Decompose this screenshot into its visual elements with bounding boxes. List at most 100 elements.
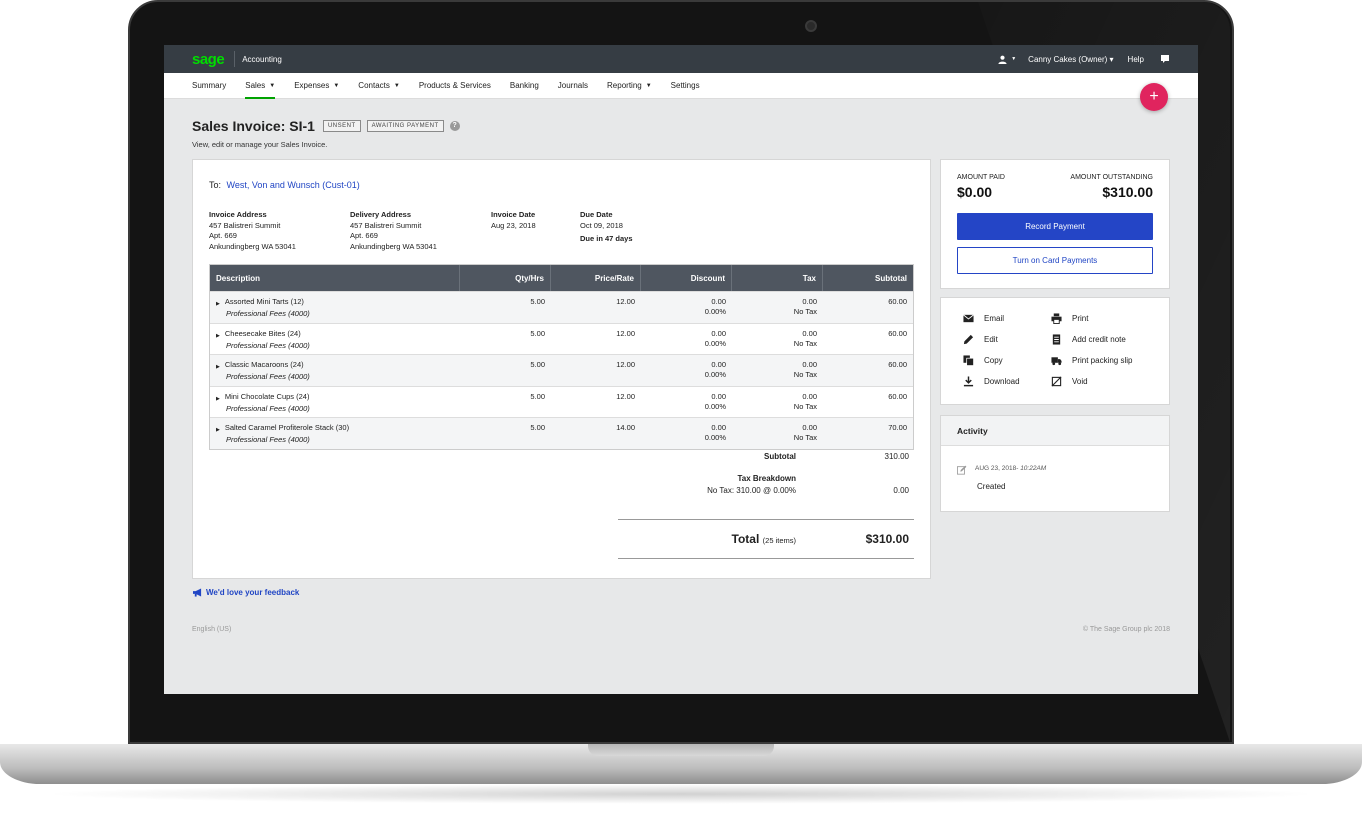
discount-cell: 0.00 0.00% [704, 328, 726, 348]
address-line: Ankundingberg WA 53041 [350, 241, 437, 251]
nav-settings[interactable]: Settings [670, 81, 700, 90]
chat-icon[interactable] [1160, 54, 1170, 64]
total-value: $310.00 [865, 532, 909, 546]
nav-reporting[interactable]: Reporting ▼ [607, 81, 652, 90]
laptop-notch [588, 744, 774, 756]
nav-products-services[interactable]: Products & Services [418, 81, 491, 90]
tax-line-value: 0.00 [893, 486, 909, 495]
table-row[interactable]: ▶ Mini Chocolate Cups (24) Professional Fe… [210, 385, 913, 418]
price-cell: 12.00 [616, 297, 635, 306]
expand-row-icon[interactable]: ▶ [216, 427, 220, 433]
delivery-address-heading: Delivery Address [350, 210, 412, 219]
user-icon [998, 55, 1007, 64]
copy-action[interactable]: Copy [963, 355, 1003, 366]
create-new-button[interactable]: + [1140, 83, 1168, 111]
table-row[interactable]: ▶ Classic Macaroons (24) Professional Fees… [210, 354, 913, 386]
laptop-shadow [40, 784, 1322, 804]
table-row[interactable]: ▶ Cheesecake Bites (24) Professional Fees … [210, 322, 913, 355]
table-row[interactable]: ▶ Assorted Mini Tarts (12) Professional Fe… [210, 291, 913, 323]
print-packing-slip-action[interactable]: Print packing slip [1051, 355, 1132, 366]
col-tax: Tax [732, 265, 823, 291]
to-label: To: [209, 180, 222, 190]
invoice-address-heading: Invoice Address [209, 210, 267, 219]
tax-breakdown-label: Tax Breakdown [737, 474, 796, 483]
business-switcher[interactable]: Canny Cakes (Owner) ▾ [1028, 54, 1114, 64]
expand-row-icon[interactable]: ▶ [216, 332, 220, 339]
item-name: Salted Caramel Profiterole Stack (30) [224, 423, 350, 432]
item-name: Mini Chocolate Cups (24) [224, 391, 310, 401]
ledger-account: Professional Fees (4000) [226, 435, 310, 444]
add-credit-note-action[interactable]: Add credit note [1051, 334, 1126, 345]
table-header: Description Qty/Hrs Price/Rate Discount … [210, 265, 913, 291]
item-name: Classic Macaroons (24) [224, 360, 304, 369]
due-date: Due Date Oct 09, 2018 Due in 47 days [580, 210, 633, 245]
nav-journals[interactable]: Journals [557, 81, 589, 90]
discount-cell: 0.00 0.00% [704, 423, 726, 442]
expand-row-icon[interactable]: ▶ [216, 301, 220, 307]
tax-cell: 0.00 No Tax [793, 297, 817, 316]
amount-paid-label: AMOUNT PAID [957, 174, 1005, 181]
tax-cell: 0.00 No Tax [793, 391, 817, 411]
ledger-account: Professional Fees (4000) [226, 372, 310, 381]
download-action[interactable]: Download [963, 376, 1020, 387]
col-description: Description [210, 265, 460, 291]
record-payment-button[interactable]: Record Payment [957, 213, 1153, 240]
help-icon[interactable]: ? [449, 121, 460, 131]
customer-row: To: West, Von and Wunsch (Cust-01) [209, 180, 360, 190]
logo-divider [234, 51, 236, 67]
feedback-link[interactable]: We'd love your feedback [192, 588, 299, 597]
subtotal-cell: 60.00 [888, 360, 907, 369]
user-menu[interactable]: ▼ [998, 55, 1016, 64]
document-icon [1052, 334, 1061, 345]
subtotal-cell: 60.00 [888, 328, 907, 338]
printer-icon [1051, 313, 1062, 324]
language-selector[interactable]: English (US) [192, 626, 232, 633]
customer-link[interactable]: West, Von and Wunsch (Cust-01) [226, 180, 360, 190]
page-header: Sales Invoice: SI-1 UNSENT AWAITING PAYM… [192, 118, 460, 134]
tax-cell: 0.00 No Tax [793, 328, 817, 348]
expand-row-icon[interactable]: ▶ [216, 395, 220, 402]
discount-cell: 0.00 0.00% [704, 360, 726, 379]
price-cell: 12.00 [616, 360, 635, 369]
status-badge-awaiting-payment: AWAITING PAYMENT [366, 120, 444, 132]
total-label: Total (25 items) [731, 532, 796, 546]
nav-contacts[interactable]: Contacts ▼ [358, 81, 400, 90]
divider [618, 519, 914, 520]
main-nav: Summary Sales ▼ Expenses ▼ Contacts ▼ Produ… [164, 73, 1198, 99]
col-qty: Qty/Hrs [460, 265, 551, 291]
print-action[interactable]: Print [1051, 313, 1088, 324]
sage-logo[interactable]: sage [192, 50, 225, 68]
activity-event: Created [977, 482, 1006, 491]
invoice-date-heading: Invoice Date [491, 210, 536, 219]
help-link[interactable]: Help [1127, 54, 1144, 64]
qty-cell: 5.00 [530, 360, 545, 369]
table-row[interactable]: ▶ Salted Caramel Profiterole Stack (30) Pr… [210, 417, 913, 449]
truck-icon [1051, 357, 1062, 366]
void-action[interactable]: Void [1051, 376, 1088, 387]
nav-sales[interactable]: Sales ▼ [245, 73, 275, 99]
payment-summary-card: AMOUNT PAID $0.00 AMOUNT OUTSTANDING $31… [940, 159, 1170, 289]
void-icon [1051, 376, 1062, 387]
edit-action[interactable]: Edit [963, 334, 998, 345]
nav-expenses[interactable]: Expenses ▼ [294, 81, 340, 90]
page-subtitle: View, edit or manage your Sales Invoice. [192, 140, 328, 149]
product-name: Accounting [242, 54, 282, 64]
pencil-icon [963, 334, 974, 345]
email-action[interactable]: Email [963, 313, 1004, 324]
nav-summary[interactable]: Summary [192, 81, 227, 90]
total-row: Total (25 items) $310.00 [618, 532, 914, 548]
col-discount: Discount [641, 265, 732, 291]
copyright: © The Sage Group plc 2018 [1082, 626, 1170, 633]
col-subtotal: Subtotal [875, 273, 907, 283]
due-in-note: Due in 47 days [580, 234, 633, 243]
item-name: Assorted Mini Tarts (12) [224, 297, 304, 306]
download-icon [963, 376, 974, 387]
address-line: 457 Balistreri Summit [350, 220, 422, 230]
subtotal-cell: 60.00 [888, 297, 907, 306]
expand-row-icon[interactable]: ▶ [216, 364, 220, 370]
total-items-count: (25 items) [762, 536, 796, 545]
card-payments-button[interactable]: Turn on Card Payments [957, 247, 1153, 274]
nav-banking[interactable]: Banking [509, 81, 539, 90]
edit-note-icon [957, 465, 967, 475]
tax-cell: 0.00 No Tax [793, 360, 817, 379]
